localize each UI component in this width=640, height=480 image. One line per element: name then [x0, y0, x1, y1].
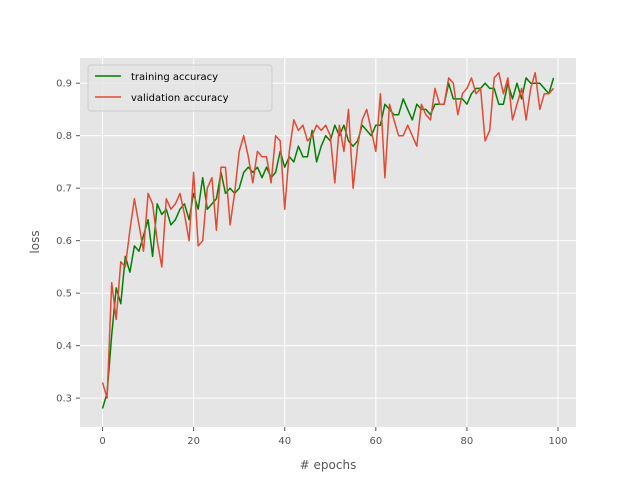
series-line-training: [101, 77, 555, 409]
x-axis: 0 20 40 60 80 100: [99, 427, 568, 447]
y-tick-label: 0.7: [56, 184, 72, 195]
y-axis-title: loss: [28, 230, 42, 253]
x-tick-label: 100: [548, 436, 567, 447]
series-line-validation: [101, 71, 555, 399]
y-tick-label: 0.5: [56, 289, 72, 300]
legend-label-validation: validation accuracy: [131, 93, 229, 104]
y-tick-label: 0.6: [56, 236, 72, 247]
y-tick-label: 0.3: [56, 394, 72, 405]
x-axis-title: # epochs: [300, 458, 357, 472]
x-tick-label: 40: [278, 436, 291, 447]
grid: [80, 58, 576, 427]
y-axis: 0.3 0.4 0.5 0.6 0.7 0.8 0.9: [56, 79, 80, 405]
y-tick-label: 0.4: [56, 341, 72, 352]
legend-label-training: training accuracy: [131, 72, 218, 83]
x-tick-label: 20: [187, 436, 200, 447]
x-tick-label: 0: [99, 436, 105, 447]
series-lines: [101, 71, 555, 409]
x-tick-label: 60: [369, 436, 382, 447]
x-tick-label: 80: [461, 436, 474, 447]
y-tick-label: 0.8: [56, 131, 72, 142]
y-tick-label: 0.9: [56, 79, 72, 90]
legend-box: [87, 64, 273, 112]
legend: training accuracy validation accuracy: [87, 64, 273, 112]
